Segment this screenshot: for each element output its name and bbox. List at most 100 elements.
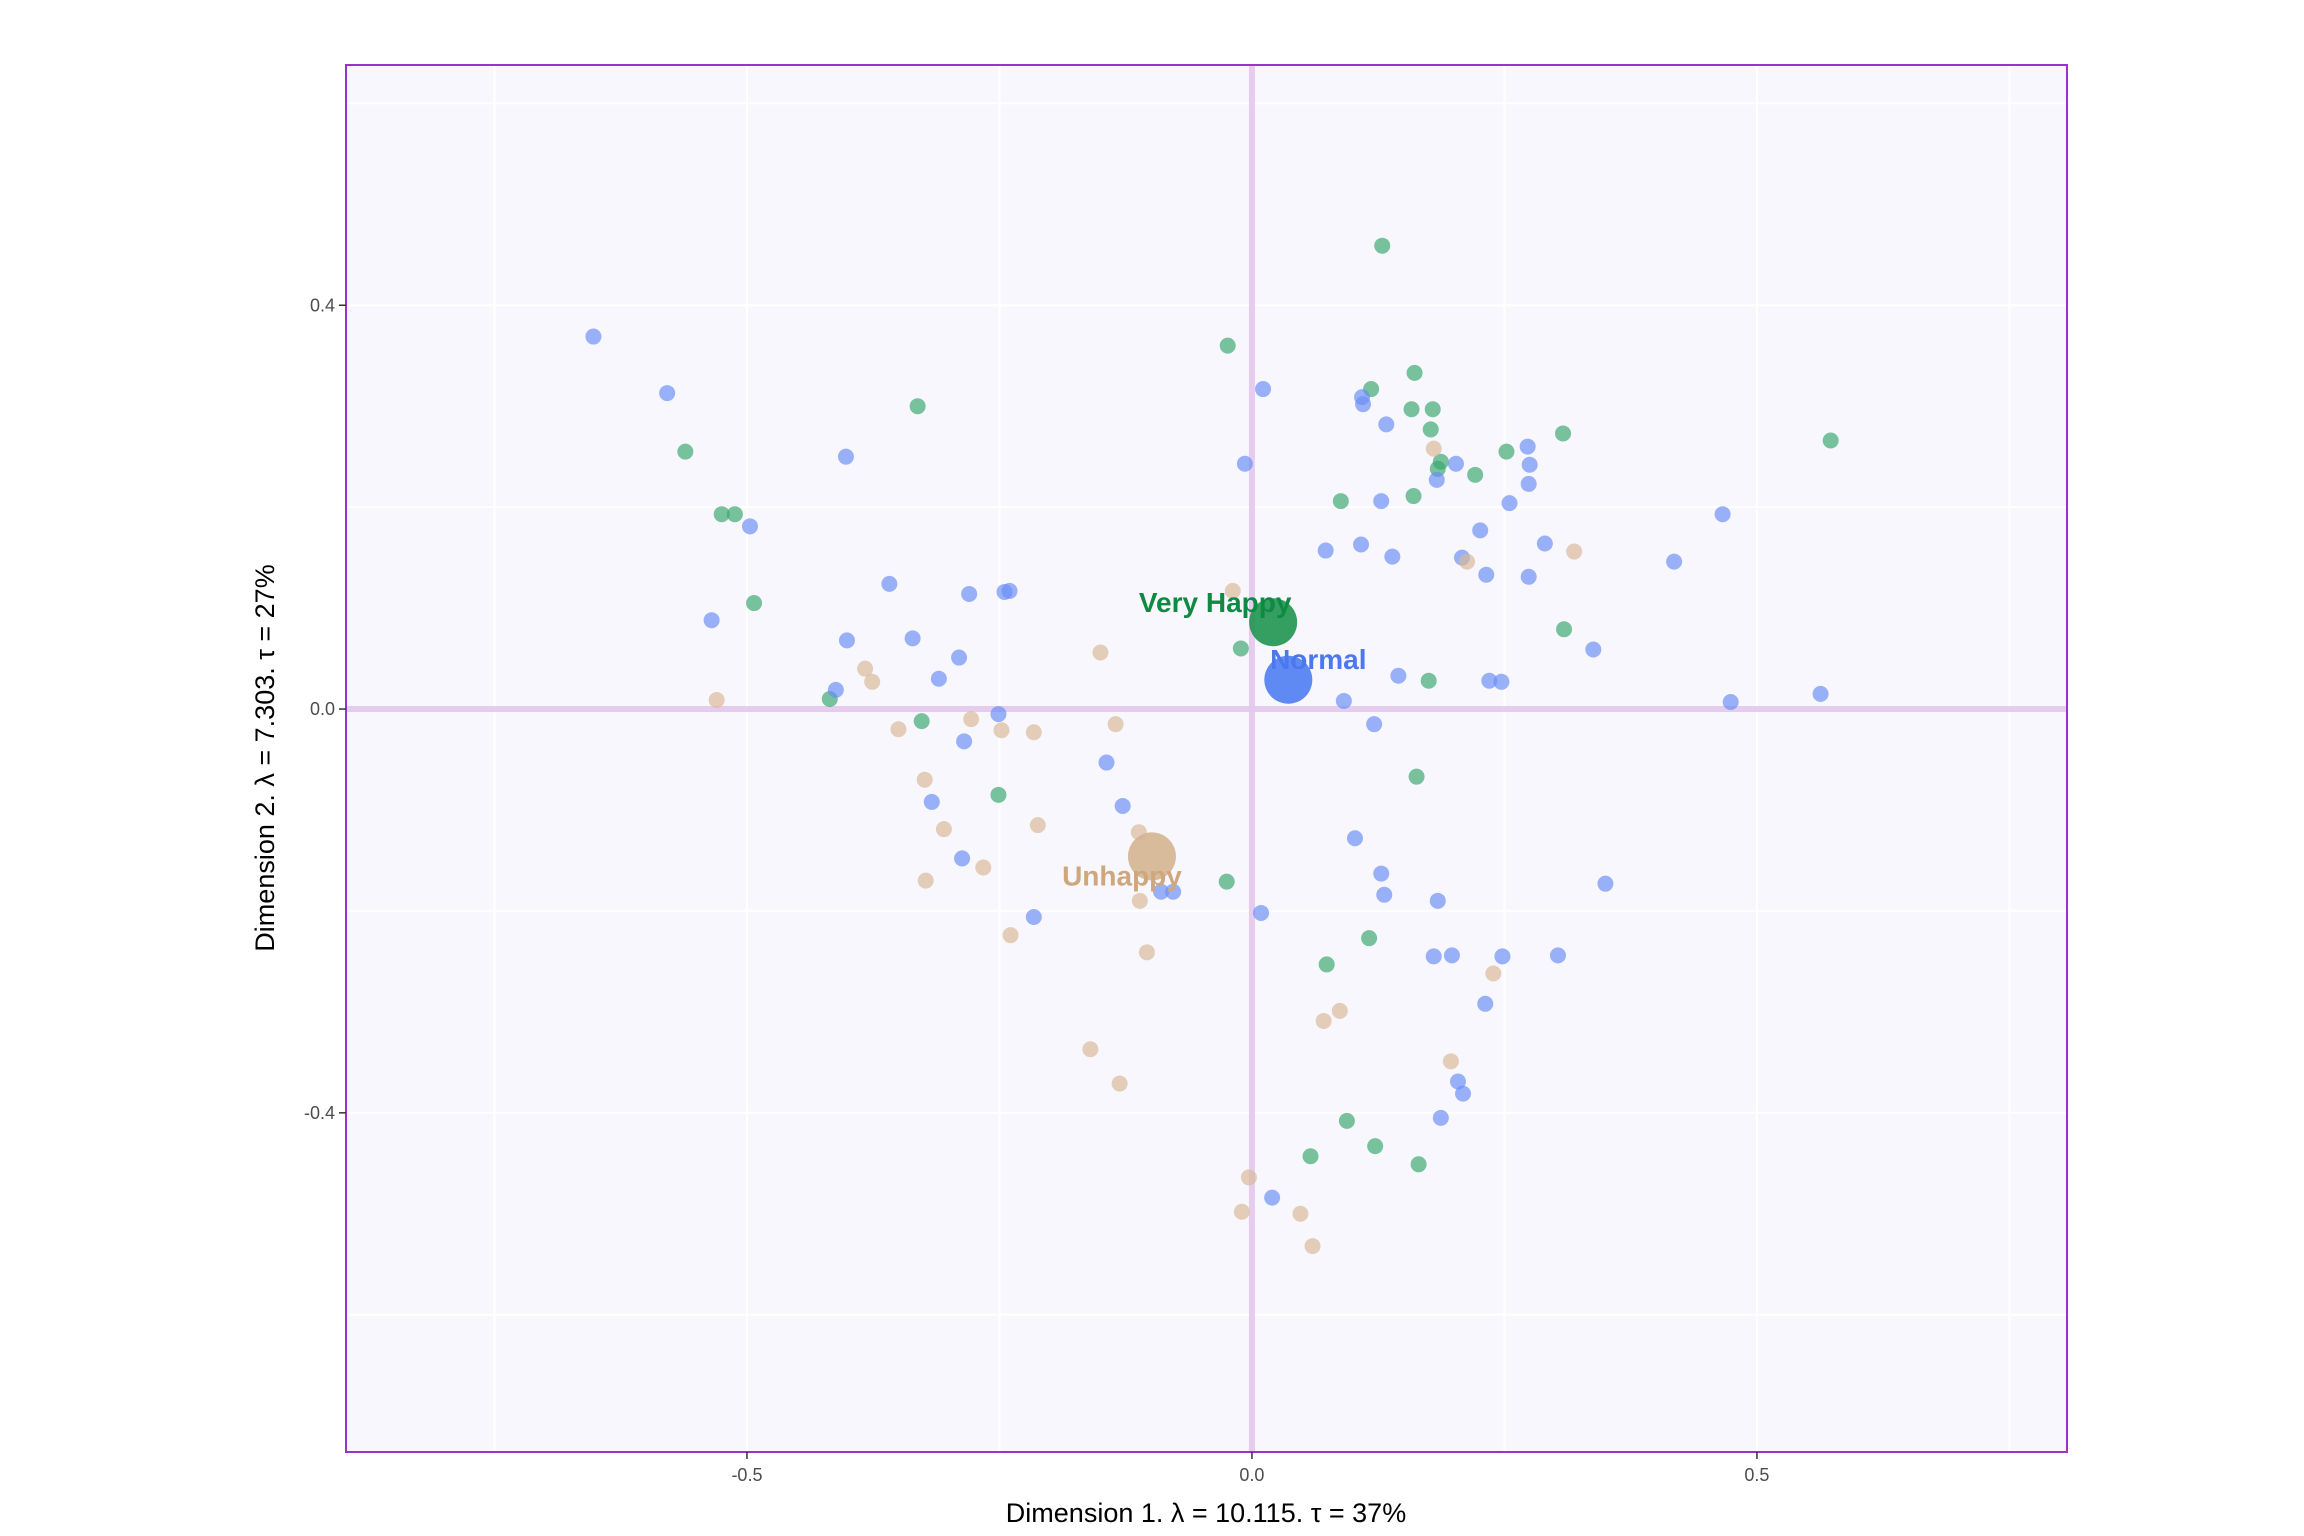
x-tick-label: -0.5 [731,1465,762,1485]
data-point [1597,875,1614,892]
data-point [1315,1012,1332,1029]
data-point [1332,493,1349,510]
data-point [1390,667,1407,684]
data-point [1002,927,1019,944]
data-point [659,385,676,402]
data-point [1304,1238,1321,1255]
data-point [1428,471,1445,488]
data-point [1485,965,1502,982]
data-point [890,721,907,738]
data-point [1420,672,1437,689]
data-point [585,328,602,345]
data-point [1556,621,1573,638]
data-point [909,398,926,415]
data-point [1478,566,1495,583]
data-point [1519,438,1536,455]
data-point [1111,1075,1128,1092]
centroid-point [1127,832,1176,881]
data-point [1236,455,1253,472]
data-point [708,691,725,708]
panel-border [345,64,2068,1453]
data-point [1585,641,1602,658]
data-point [1432,1109,1449,1126]
data-point [961,585,978,602]
data-point [1218,873,1235,890]
data-point [1233,1203,1250,1220]
data-point [1292,1205,1309,1222]
data-point [1812,685,1829,702]
data-point [1255,381,1272,398]
data-point [1714,506,1731,523]
data-point [1425,948,1442,965]
centroid-label: Unhappy [1062,860,1182,891]
data-point [1264,1189,1281,1206]
data-point [1472,522,1489,539]
data-point [837,448,854,465]
points-layer [585,237,1839,1255]
y-tick-label: -0.4 [304,1103,335,1123]
data-point [1025,908,1042,925]
data-point [1092,644,1109,661]
reference-lines [346,65,2067,1452]
data-point [1520,568,1537,585]
data-point [1082,1041,1099,1058]
data-point [916,771,933,788]
data-point [1442,1053,1459,1070]
data-point [1498,443,1515,460]
data-point [1467,466,1484,483]
data-point [1410,1156,1427,1173]
data-point [1373,493,1390,510]
data-point [975,859,992,876]
data-point [1666,553,1683,570]
data-point [703,612,720,629]
centroid-label: Normal [1270,644,1366,675]
panel-background [346,65,2067,1452]
data-point [1025,724,1042,741]
data-point [864,673,881,690]
data-point [1373,865,1390,882]
data-point [741,518,758,535]
data-point [935,821,952,838]
data-point [746,595,763,612]
data-point [1477,995,1494,1012]
data-point [1405,488,1422,505]
data-point [1429,892,1446,909]
data-point [1493,673,1510,690]
data-point [1138,944,1155,961]
data-point [956,733,973,750]
data-point [1408,768,1425,785]
data-point [963,711,980,728]
data-point [1318,956,1335,973]
data-point [1447,455,1464,472]
x-axis-title: Dimension 1. λ = 10.115. τ = 37% [1006,1498,1406,1528]
centroid-label: Very Happy [1139,587,1292,618]
data-point [1384,548,1401,565]
data-point [1555,425,1572,442]
data-point [993,722,1010,739]
data-point [930,670,947,687]
data-point [1459,553,1476,570]
data-point [1098,754,1115,771]
y-tick-label: 0.4 [310,295,335,315]
data-point [990,706,1007,723]
data-point [1549,947,1566,964]
data-point [1317,542,1334,559]
data-point [713,506,730,523]
data-point [1378,416,1395,433]
data-point [913,713,930,730]
data-point [990,786,1007,803]
data-point [1346,830,1363,847]
data-point [1501,495,1518,512]
axis-ticks: -0.5 0.0 0.5 0.4 0.0 -0.4 [304,295,1769,1485]
data-point [1131,892,1148,909]
data-point [1353,536,1370,553]
centroid-point [1264,655,1313,704]
data-point [1366,716,1383,733]
data-point [1449,1073,1466,1090]
data-point [1425,440,1442,457]
y-axis-title: Dimension 2. λ = 7.303. τ = 27% [250,564,280,951]
data-point [1722,693,1739,710]
x-tick-label: 0.5 [1744,1465,1769,1485]
data-point [1107,716,1124,733]
